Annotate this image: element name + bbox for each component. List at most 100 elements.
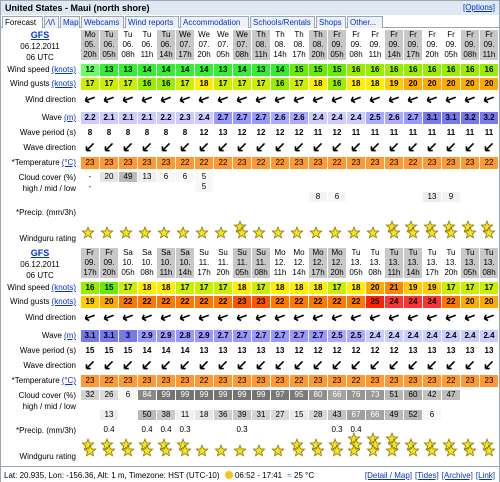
cloud-high-cell: 6 xyxy=(176,172,194,182)
temperature-cell: 23 xyxy=(119,157,137,169)
tab-5[interactable]: Accommodation xyxy=(180,16,249,28)
rating-cell xyxy=(138,438,156,466)
day-label: Fr xyxy=(404,30,422,40)
wind-speed-cell: 17 xyxy=(252,282,270,294)
rating-cell xyxy=(195,226,213,254)
footer-info: Lat: 20.935, Lon: -156.36, Alt: 1 m, Tim… xyxy=(4,471,314,480)
wind-gusts-cell: 24 xyxy=(385,296,403,308)
cloud-high-cell: 13 xyxy=(138,172,156,182)
wind-arrow-icon xyxy=(141,314,152,322)
wave-period-cell: 13 xyxy=(465,346,475,355)
cloud-low-cell: 43 xyxy=(328,410,346,420)
date-label: 13. xyxy=(461,258,479,268)
wind-speed-label-text: Wind speed xyxy=(7,283,50,292)
wave-direction-cell xyxy=(328,360,346,372)
hour-label: 11h xyxy=(385,268,403,278)
cloud-mid-cell xyxy=(328,400,346,410)
wave-cell: 2.7 xyxy=(252,330,270,342)
wind-gusts-label-unit[interactable]: (knots) xyxy=(51,79,76,88)
wave-label-unit[interactable]: (m) xyxy=(64,331,76,340)
day-label: Tu xyxy=(461,248,479,258)
wind-direction-cell xyxy=(309,94,327,106)
cloud-low-cell xyxy=(480,192,498,202)
tab-8[interactable]: Other... xyxy=(347,16,383,28)
cloud-low-cell xyxy=(81,192,99,202)
tab-1[interactable]: ⁄\/\ xyxy=(44,16,59,28)
tab-7[interactable]: Shops xyxy=(316,16,346,28)
day-label: Fr xyxy=(81,248,99,258)
options-link[interactable]: [Options] xyxy=(462,3,495,12)
title-bar: United States - Maui (north shore) [Opti… xyxy=(1,1,499,15)
wave-arrow-icon xyxy=(370,142,380,152)
tab-0[interactable]: Forecast xyxy=(2,16,43,28)
star-icon xyxy=(176,226,190,239)
model-link[interactable]: GFS xyxy=(30,248,50,258)
temperature-cell: 23 xyxy=(233,157,251,169)
cloud-high-cell xyxy=(366,172,384,182)
wave-cell: 2.4 xyxy=(423,330,441,342)
wind-direction-label: Wind direction xyxy=(1,312,79,324)
model-link[interactable]: GFS xyxy=(30,30,50,40)
wind-direction-cell xyxy=(423,94,441,106)
precip-label: *Precip. (mm/3h) xyxy=(1,425,79,437)
footer-link-0[interactable]: [Detail / Map] xyxy=(364,471,413,480)
wind-arrow-icon xyxy=(160,96,171,104)
wind-speed-label-unit[interactable]: (knots) xyxy=(51,283,76,292)
wind-arrow-icon xyxy=(179,314,190,322)
hour-label: 17h xyxy=(309,268,327,278)
temperature-label[interactable]: *Temperature (°C) xyxy=(1,375,79,387)
precip-cell xyxy=(442,207,460,217)
temperature-cell: 22 xyxy=(195,375,213,387)
cloud-low-cell xyxy=(176,192,194,202)
wave-label[interactable]: Wave (m) xyxy=(1,330,79,342)
day-label: Sa xyxy=(138,248,156,258)
cloud-low-cell xyxy=(100,192,118,202)
cloud-low-cell: 52 xyxy=(404,410,422,420)
footer-link-3[interactable]: [Link] xyxy=(475,471,495,480)
star-icon xyxy=(423,220,439,239)
day-label: Su xyxy=(214,248,232,258)
tab-4[interactable]: Wind reports xyxy=(125,16,179,28)
tab-3[interactable]: Webcams xyxy=(81,16,124,28)
wave-label-unit[interactable]: (m) xyxy=(64,113,76,122)
wind-gusts-label-unit[interactable]: (knots) xyxy=(51,297,76,306)
temperature-label[interactable]: *Temperature (°C) xyxy=(1,157,79,169)
temperature-label-unit[interactable]: (°C) xyxy=(61,158,76,167)
precip-cell xyxy=(423,425,441,435)
footer-link-2[interactable]: [Archive] xyxy=(441,471,473,480)
footer-link-1[interactable]: [Tides] xyxy=(415,471,439,480)
wave-period-cell: 12 xyxy=(256,128,266,137)
date-label: 09. xyxy=(328,40,346,50)
wave-cell: 2.4 xyxy=(461,330,479,342)
wind-speed-label[interactable]: Wind speed (knots) xyxy=(1,64,79,76)
rating-cell xyxy=(100,438,118,466)
wind-speed-cell: 16 xyxy=(81,282,99,294)
temperature-label-unit[interactable]: (°C) xyxy=(61,376,76,385)
tab-6[interactable]: Schools/Rentals xyxy=(250,16,315,28)
wave-direction-cell xyxy=(138,360,156,372)
wind-gusts-cell: 22 xyxy=(290,296,308,308)
tab-2[interactable]: Map xyxy=(60,16,80,28)
wind-gusts-cell: 16 xyxy=(328,78,346,90)
wave-direction-cell xyxy=(176,360,194,372)
temperature-cell: 23 xyxy=(100,157,118,169)
precip-cell xyxy=(480,425,498,435)
cloud-mid-cell xyxy=(423,400,441,410)
precip-cell xyxy=(461,207,479,217)
wind-speed-label-unit[interactable]: (knots) xyxy=(51,65,76,74)
date-label: 09. xyxy=(385,40,403,50)
star-icon xyxy=(100,226,114,239)
wind-arrow-icon xyxy=(274,314,285,322)
precip-cell xyxy=(271,207,289,217)
wave-period-cell: 11 xyxy=(427,128,437,137)
day-label: Su xyxy=(195,248,213,258)
wind-gusts-label[interactable]: Wind gusts (knots) xyxy=(1,296,79,308)
wind-gusts-label[interactable]: Wind gusts (knots) xyxy=(1,78,79,90)
wave-label[interactable]: Wave (m) xyxy=(1,112,79,124)
wave-period-cell: 13 xyxy=(427,346,437,355)
temperature-cell: 23 xyxy=(366,157,384,169)
wave-direction-cell xyxy=(271,142,289,154)
wave-cell: 2.4 xyxy=(328,112,346,124)
wind-speed-cell: 15 xyxy=(290,64,308,76)
wind-speed-label[interactable]: Wind speed (knots) xyxy=(1,282,79,294)
